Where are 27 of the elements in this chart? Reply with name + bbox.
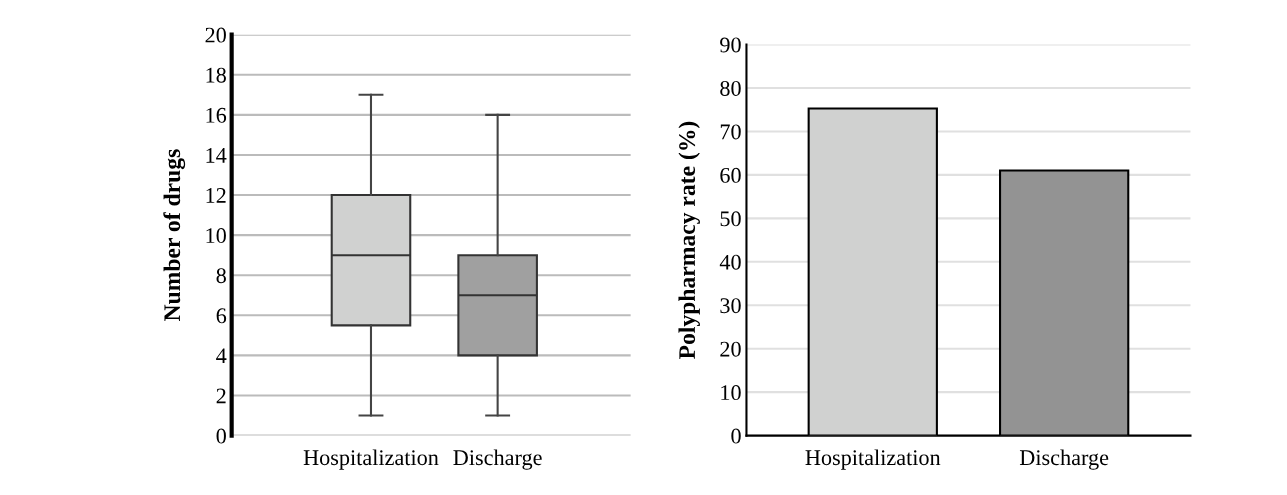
y-tick-label: 20 (205, 27, 226, 43)
y-tick-label: 10 (206, 228, 226, 244)
y-tick-label: 0 (731, 428, 741, 444)
y-tick-label: 70 (720, 124, 741, 140)
y-tick-label: 12 (206, 188, 226, 203)
y-tick-label: 40 (719, 254, 741, 270)
x-tick-label: Hospitalization (805, 449, 941, 470)
y-tick-label: 80 (720, 80, 741, 96)
x-tick-label: Discharge (1019, 449, 1109, 470)
y-tick-label: 4 (216, 348, 227, 364)
y-tick-label: 14 (206, 147, 227, 163)
y-tick-label: 18 (206, 67, 226, 83)
y-axis-title: Polypharmacy rate (%) (678, 121, 700, 360)
y-tick-label: 8 (216, 268, 226, 284)
y-axis-title: Number of drugs (163, 149, 186, 322)
x-tick-label: Hospitalization (303, 449, 439, 470)
y-tick-label: 60 (720, 167, 741, 183)
y-tick-label: 30 (720, 298, 741, 314)
y-tick-label: 0 (216, 428, 226, 444)
y-tick-label: 6 (216, 308, 227, 324)
y-tick-label: 20 (720, 341, 741, 357)
y-tick-label: 10 (721, 385, 741, 401)
y-tick-label: 90 (720, 37, 741, 53)
y-tick-label: 16 (206, 107, 227, 123)
y-tick-label: 2 (216, 388, 226, 404)
y-tick-label: 50 (720, 211, 741, 227)
x-tick-label: Discharge (453, 449, 542, 470)
